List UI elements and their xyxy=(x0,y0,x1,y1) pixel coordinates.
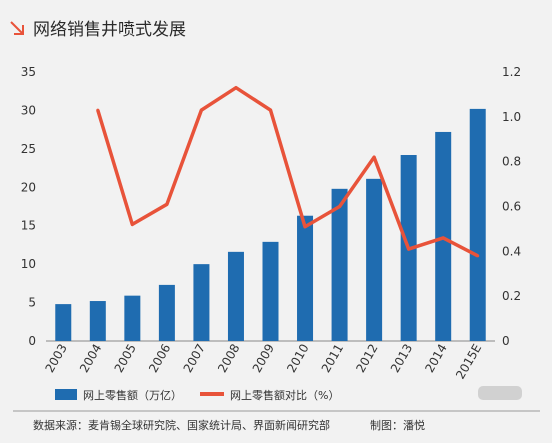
legend-line-label: 网上零售额对比（%） xyxy=(230,388,339,402)
x-tick-label: 2013 xyxy=(388,342,415,375)
line-point xyxy=(372,155,376,159)
bar xyxy=(124,295,141,341)
x-tick-label: 2008 xyxy=(215,342,242,375)
bar xyxy=(193,264,210,341)
y-left-tick-label: 0 xyxy=(28,334,36,348)
line-point xyxy=(199,108,203,112)
line-point xyxy=(338,205,342,208)
x-tick-label: 2005 xyxy=(112,342,139,375)
line-series xyxy=(96,85,480,258)
line-point xyxy=(130,222,134,226)
x-tick-label: 2006 xyxy=(146,342,173,375)
bar xyxy=(89,301,106,341)
y-left-tick-label: 30 xyxy=(21,103,36,117)
x-tick-label: 2011 xyxy=(319,342,346,375)
y-left-tick-label: 5 xyxy=(28,296,36,310)
line-point xyxy=(234,86,238,90)
line-point xyxy=(441,236,445,240)
chart-title: 网络销售井喷式发展 xyxy=(33,20,186,40)
y-left-tick-label: 20 xyxy=(21,180,36,194)
arrow-down-right-icon xyxy=(10,21,24,35)
x-axis: 2003 2004 2005 2006 2007 2008 2009 2010 2011 2012… xyxy=(42,342,484,382)
line-point xyxy=(407,247,411,251)
x-tick-label: 2004 xyxy=(77,342,104,375)
y-left-tick-label: 10 xyxy=(21,257,36,271)
bar xyxy=(158,284,175,341)
bar xyxy=(366,178,383,341)
bar xyxy=(469,108,486,342)
y-right-tick-label: 0 xyxy=(502,334,510,348)
line-point xyxy=(165,202,169,206)
y-left-tick-label: 35 xyxy=(21,65,36,79)
legend-bar-label: 网上零售额（万亿） xyxy=(83,388,182,402)
x-tick-label: 2009 xyxy=(250,342,277,375)
y-right-tick-label: 0.2 xyxy=(502,289,521,303)
right-axis: 0 0.2 0.4 0.6 0.8 1.0 1.2 xyxy=(502,65,521,348)
y-left-tick-label: 15 xyxy=(21,219,36,233)
y-right-tick-label: 0.6 xyxy=(502,200,521,214)
line-point xyxy=(96,108,100,112)
y-right-tick-label: 0.4 xyxy=(502,244,521,258)
legend: 网上零售额（万亿） 网上零售额对比（%） xyxy=(55,388,339,402)
line-point xyxy=(269,108,272,112)
source-text: 数据来源：麦肯锡全球研究院、国家统计局、界面新闻研究部 xyxy=(33,418,330,432)
line-point xyxy=(476,254,480,258)
line-path xyxy=(96,85,479,258)
bar xyxy=(297,215,314,341)
y-right-tick-label: 0.8 xyxy=(502,155,521,169)
legend-bar-swatch xyxy=(55,389,77,400)
bar xyxy=(331,188,348,341)
bar xyxy=(227,251,244,341)
bar xyxy=(55,304,72,341)
x-tick-label: 2014 xyxy=(422,342,449,375)
credit-text: 制图：潘悦 xyxy=(370,418,425,432)
left-axis: 0 5 10 15 20 25 30 35 xyxy=(21,65,36,348)
y-right-tick-label: 1.0 xyxy=(502,110,521,124)
x-tick-label: 2015E xyxy=(453,342,484,382)
x-tick-label: 2010 xyxy=(284,342,311,375)
x-tick-label: 2007 xyxy=(181,342,208,375)
y-right-tick-label: 1.2 xyxy=(502,65,521,79)
bar xyxy=(262,241,279,341)
watermark-blur xyxy=(478,386,522,400)
bar-series xyxy=(55,108,486,342)
x-tick-label: 2003 xyxy=(42,342,69,375)
x-tick-label: 2012 xyxy=(353,342,380,375)
line-point xyxy=(303,225,307,229)
y-left-tick-label: 25 xyxy=(21,142,36,156)
